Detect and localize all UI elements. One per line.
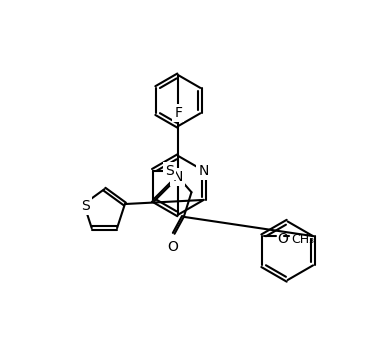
- Text: S: S: [81, 199, 90, 213]
- Text: F: F: [174, 106, 182, 120]
- Text: S: S: [166, 164, 174, 178]
- Text: N: N: [172, 170, 183, 184]
- Text: O: O: [278, 232, 289, 246]
- Text: N: N: [199, 164, 209, 178]
- Text: CH₃: CH₃: [291, 233, 315, 246]
- Text: O: O: [167, 240, 179, 254]
